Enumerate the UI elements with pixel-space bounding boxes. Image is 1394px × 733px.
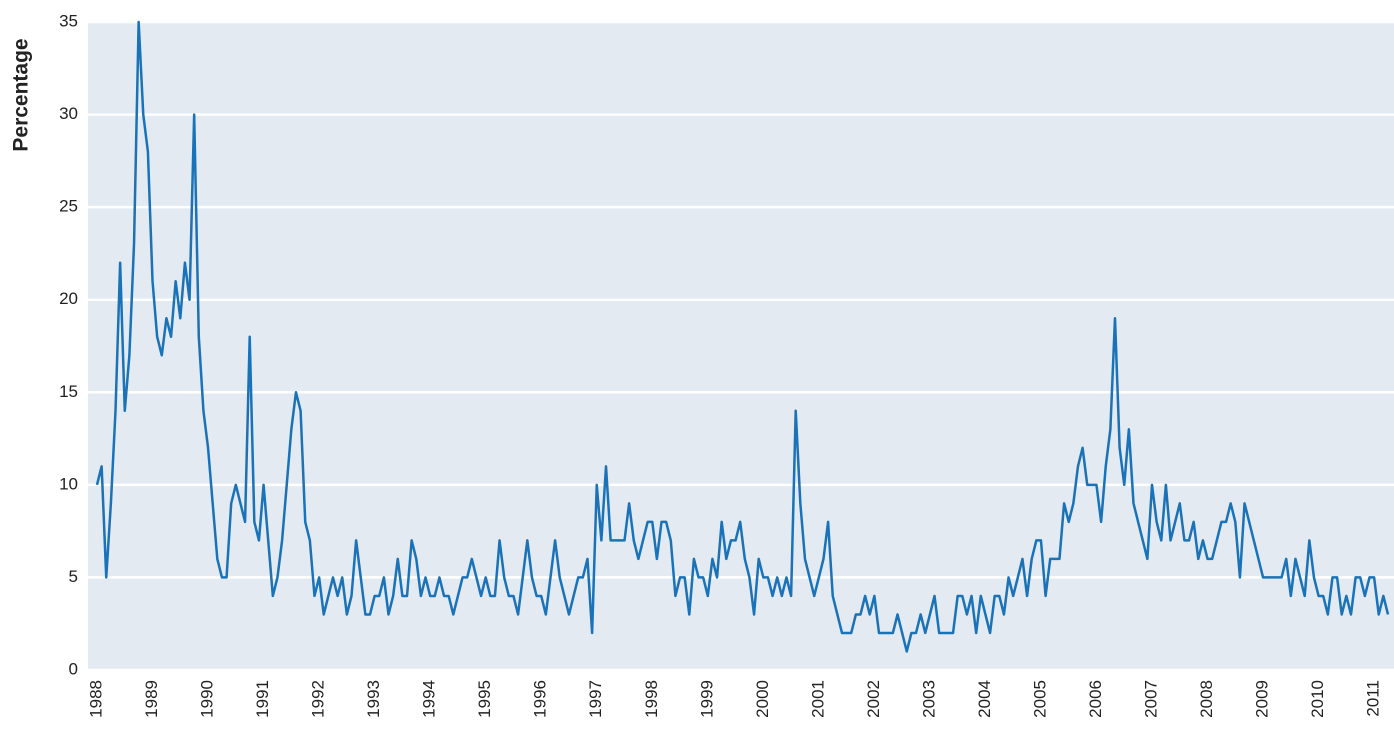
x-tick-label: 2011	[1364, 680, 1383, 717]
x-tick-label: 2006	[1086, 680, 1105, 718]
x-tick-label: 1992	[309, 680, 328, 718]
x-tick-label: 1995	[475, 680, 494, 718]
plot-area	[88, 22, 1394, 670]
x-tick-label: 2008	[1197, 680, 1216, 718]
y-tick-label: 30	[59, 104, 78, 123]
x-tick-label: 2004	[975, 680, 994, 718]
y-tick-label: 20	[59, 289, 78, 308]
x-tick-label: 1990	[198, 680, 217, 718]
y-tick-label: 15	[59, 382, 78, 401]
y-tick-label: 0	[69, 659, 78, 678]
y-tick-label: 5	[69, 567, 78, 586]
x-tick-label: 2005	[1030, 680, 1049, 718]
x-tick-label: 1998	[642, 680, 661, 718]
y-tick-label: 35	[59, 11, 78, 30]
x-tick-label: 2003	[919, 680, 938, 718]
x-tick-label: 2009	[1253, 680, 1272, 718]
x-tick-label: 1996	[531, 680, 550, 718]
x-tick-label: 2010	[1308, 680, 1327, 718]
x-tick-label: 1988	[86, 680, 105, 718]
x-tick-label: 1994	[420, 680, 439, 718]
x-tick-label: 2000	[753, 680, 772, 718]
data-line	[95, 20, 1390, 653]
x-tick-label: 1993	[364, 680, 383, 718]
y-tick-label: 10	[59, 474, 78, 493]
x-tick-label: 2002	[864, 680, 883, 718]
x-tick-label: 2007	[1141, 680, 1160, 718]
x-tick-label: 1999	[697, 680, 716, 718]
x-tick-label: 1997	[586, 680, 605, 718]
x-tick-label: 2001	[808, 680, 827, 718]
x-tick-label: 1991	[253, 680, 272, 718]
x-tick-label: 1989	[142, 680, 161, 718]
y-axis-label: Percentage	[10, 38, 33, 151]
y-tick-label: 25	[59, 197, 78, 216]
